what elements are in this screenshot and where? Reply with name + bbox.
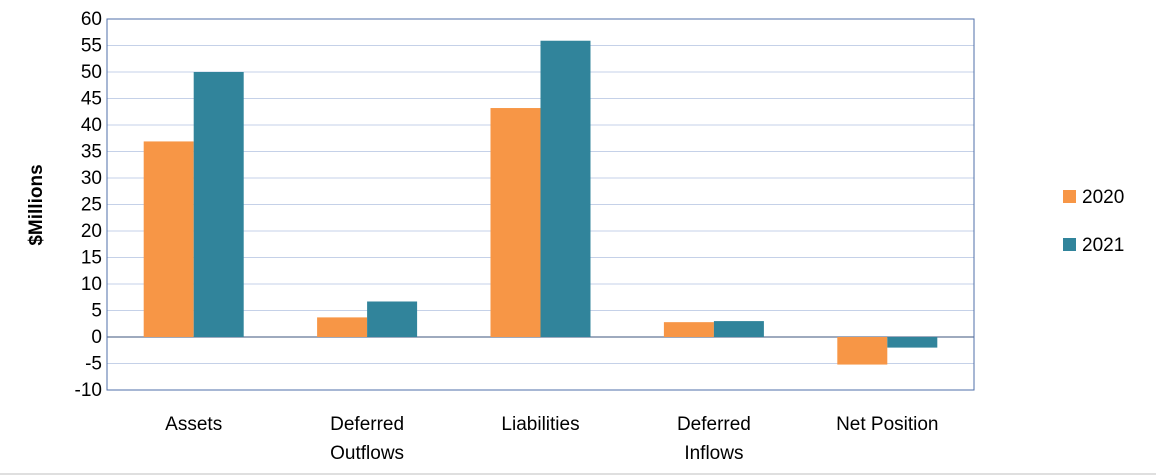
legend-swatch bbox=[1063, 238, 1076, 251]
bar-2021-4 bbox=[887, 337, 938, 348]
y-tick-label: 5 bbox=[91, 301, 102, 322]
y-tick-label: 60 bbox=[81, 9, 102, 30]
y-tick-label: 0 bbox=[91, 327, 102, 348]
bar-2021-3 bbox=[713, 321, 764, 337]
bar-2020-2 bbox=[490, 108, 541, 337]
bar-2021-1 bbox=[367, 301, 418, 337]
y-tick-label: 45 bbox=[81, 89, 102, 110]
y-axis-ticks: -10 -5 0 5 10 15 20 25 30 35 40 45 50 55 60 bbox=[75, 9, 102, 401]
y-tick-label: -10 bbox=[75, 380, 102, 401]
x-category-label: Liabilities bbox=[501, 414, 579, 435]
x-category-label: Assets bbox=[165, 414, 222, 435]
y-tick-label: 50 bbox=[81, 62, 102, 83]
y-axis-label: $Millions bbox=[26, 164, 47, 245]
bar-2021-2 bbox=[540, 40, 591, 337]
x-category-label: Inflows bbox=[684, 443, 743, 464]
bar-2020-4 bbox=[837, 337, 888, 365]
legend-swatch bbox=[1063, 190, 1076, 203]
bar-2020-1 bbox=[317, 317, 368, 337]
y-tick-label: 20 bbox=[81, 221, 102, 242]
x-axis-categories: Assets Deferred Outflows Liabilities Deferre… bbox=[165, 414, 938, 464]
bar-2020-3 bbox=[663, 322, 714, 337]
bar-2020-0 bbox=[143, 141, 194, 337]
bar-2021-0 bbox=[193, 72, 244, 337]
legend: 2020 2021 bbox=[1063, 187, 1124, 256]
x-category-label: Deferred bbox=[330, 414, 404, 435]
y-tick-label: 35 bbox=[81, 142, 102, 163]
y-tick-label: 10 bbox=[81, 274, 102, 295]
y-tick-label: 30 bbox=[81, 168, 102, 189]
x-category-label: Net Position bbox=[836, 414, 938, 435]
y-tick-label: 55 bbox=[81, 36, 102, 57]
y-tick-label: 25 bbox=[81, 195, 102, 216]
y-tick-label: 15 bbox=[81, 248, 102, 269]
legend-label: 2021 bbox=[1082, 235, 1124, 256]
x-category-label: Deferred bbox=[677, 414, 751, 435]
legend-label: 2020 bbox=[1082, 187, 1124, 208]
bars bbox=[143, 40, 938, 365]
y-tick-label: -5 bbox=[85, 354, 102, 375]
plot-frame bbox=[106, 18, 975, 391]
y-tick-label: 40 bbox=[81, 115, 102, 136]
x-category-label: Outflows bbox=[330, 443, 404, 464]
